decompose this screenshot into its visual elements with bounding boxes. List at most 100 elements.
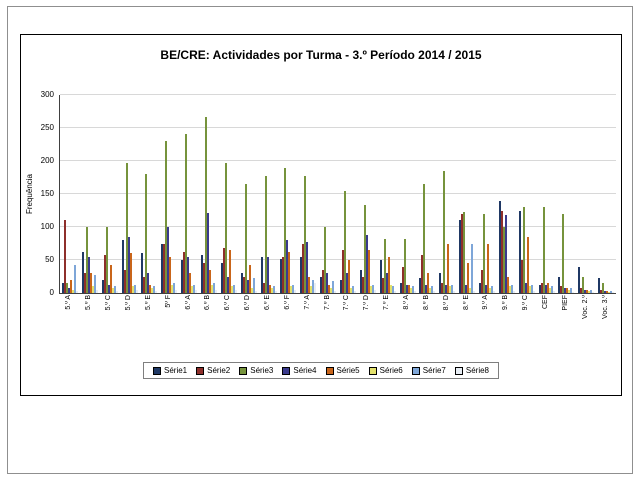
y-axis-tick-labels: 0 50 100 150 200 250 300 (29, 91, 57, 297)
bar-group (199, 95, 219, 293)
bar-Série7 (332, 281, 335, 293)
y-tick-label: 150 (40, 189, 54, 198)
bar-Série4 (107, 285, 110, 293)
bar-Série5 (347, 260, 350, 293)
category-label: 6.º D (244, 295, 252, 311)
bar-Série5 (407, 285, 410, 293)
category-label-cell: CEF (536, 295, 556, 353)
bar-Série3 (502, 227, 505, 293)
bar-Série4 (465, 285, 468, 293)
bar-Série6 (71, 289, 74, 293)
bar-group (259, 95, 279, 293)
bar-Série7 (530, 285, 533, 293)
bar-Série1 (161, 243, 164, 293)
bar-Série8 (453, 291, 456, 293)
bar-group (298, 95, 318, 293)
bar-Série8 (373, 290, 376, 293)
bar-group (179, 95, 199, 293)
bar-Série4 (484, 285, 487, 293)
bar-Série5 (89, 273, 92, 293)
bar-Série7 (93, 274, 96, 293)
slide-border (7, 6, 633, 474)
bar-Série8 (314, 283, 317, 293)
bar-Série7 (570, 287, 573, 293)
bar-Série8 (294, 290, 297, 293)
bar-Série2 (322, 269, 325, 293)
category-label: 6.º B (204, 295, 212, 311)
bar-Série8 (552, 291, 555, 293)
bar-group (378, 95, 398, 293)
category-label-cell: 6.º A (178, 295, 198, 353)
bar-Série2 (500, 210, 503, 293)
bar-Série3 (105, 227, 108, 293)
bar-Série6 (568, 289, 571, 293)
category-label-cell: 8.º E (456, 295, 476, 353)
category-label-cell: Voc. 3.º (595, 295, 615, 353)
category-label: CEF (542, 295, 550, 309)
bar-Série6 (330, 287, 333, 293)
bar-Série3 (542, 207, 545, 293)
legend-label: Série2 (207, 366, 231, 375)
bar-Série6 (230, 286, 233, 293)
bar-Série2 (580, 287, 583, 293)
bar-Série3 (304, 175, 307, 293)
bar-Série2 (183, 252, 186, 293)
bar-group (338, 95, 358, 293)
bar-Série8 (175, 289, 178, 293)
bar-Série6 (429, 287, 432, 293)
bar-Série4 (206, 213, 209, 293)
bar-Série3 (423, 184, 426, 293)
category-label-cell: 5º F (158, 295, 178, 353)
bar-Série2 (600, 289, 603, 293)
bar-Série7 (232, 285, 235, 293)
category-label: 8.º B (422, 295, 430, 311)
bar-Série8 (115, 291, 118, 293)
gridline (60, 94, 616, 95)
legend-item: Série5 (325, 366, 360, 375)
bar-Série6 (608, 291, 611, 293)
bar-Série1 (478, 283, 481, 293)
bar-Série4 (584, 289, 587, 293)
bar-Série6 (409, 287, 412, 293)
bar-group (139, 95, 159, 293)
bar-Série3 (602, 283, 605, 293)
bar-Série4 (524, 283, 527, 293)
category-label: 5º F (164, 295, 172, 308)
category-label-cell: 5.º A (59, 295, 79, 353)
bar-Série4 (544, 285, 547, 293)
bar-Série5 (546, 283, 549, 293)
chart-frame[interactable]: BE/CRE: Actividades por Turma - 3.º Perí… (20, 34, 622, 396)
bar-Série7 (550, 286, 553, 293)
bar-group (80, 95, 100, 293)
bar-Série4 (425, 285, 428, 293)
bar-Série1 (379, 260, 382, 293)
bar-Série8 (155, 291, 158, 293)
bar-Série8 (473, 291, 476, 293)
category-label: 7.º C (343, 295, 351, 311)
category-label: 7.º A (303, 295, 311, 310)
bar-Série8 (254, 291, 257, 293)
bar-Série3 (383, 238, 386, 293)
category-label-cell: 7.º E (377, 295, 397, 353)
bar-Série7 (411, 286, 414, 293)
legend-label: Série1 (164, 366, 188, 375)
bar-Série6 (171, 285, 174, 293)
bar-Série6 (270, 287, 273, 293)
bar-Série8 (433, 291, 436, 293)
bar-Série8 (512, 291, 515, 293)
category-label-cell: 7.º C (337, 295, 357, 353)
bar-Série1 (439, 273, 442, 293)
bar-Série6 (449, 286, 452, 293)
legend-swatch-icon (239, 366, 248, 375)
bar-Série1 (220, 263, 223, 293)
bar-Série2 (282, 256, 285, 293)
bar-Série1 (141, 253, 144, 293)
bar-Série3 (343, 190, 346, 293)
bar-Série3 (522, 207, 525, 293)
bar-Série6 (111, 287, 114, 293)
bar-Série4 (147, 273, 150, 293)
bar-Série8 (95, 289, 98, 293)
bar-Série8 (612, 292, 615, 293)
bar-Série8 (135, 289, 138, 293)
bar-Série3 (125, 162, 128, 293)
